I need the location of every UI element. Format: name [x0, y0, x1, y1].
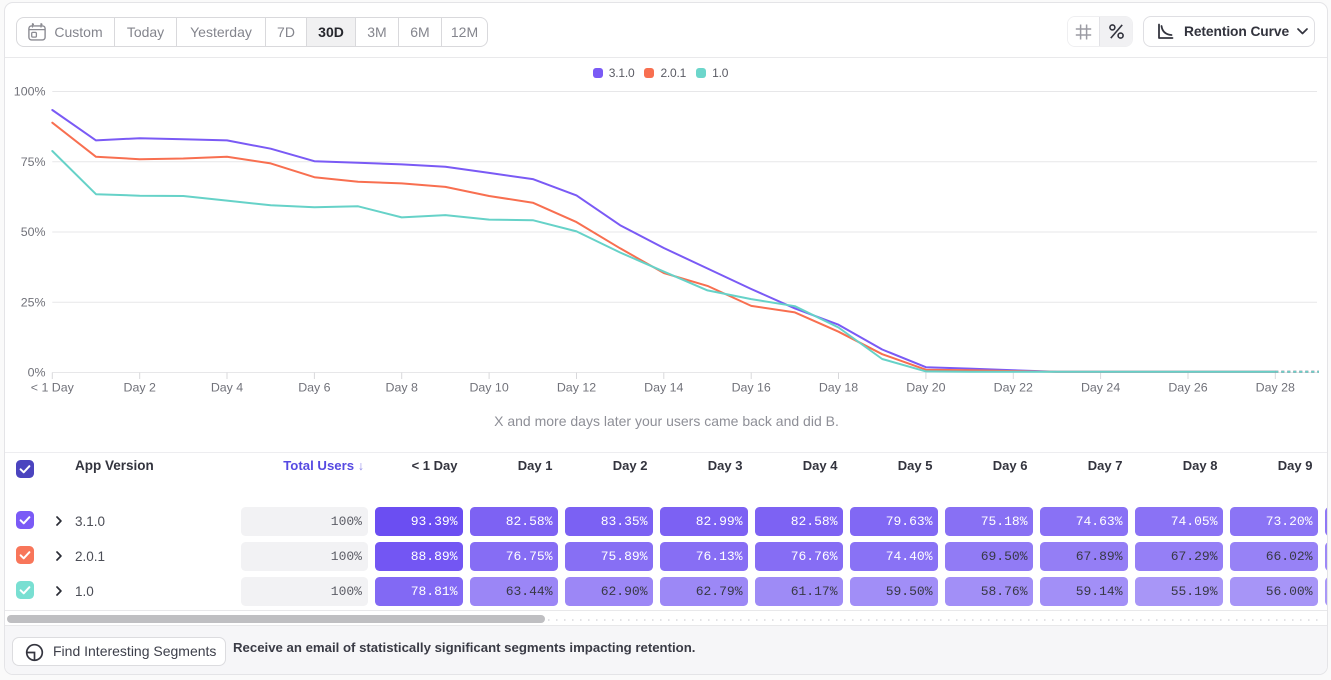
- svg-text:25%: 25%: [21, 295, 46, 309]
- svg-text:Day 2: Day 2: [124, 381, 156, 395]
- svg-text:100%: 100%: [14, 85, 46, 99]
- svg-text:Day 10: Day 10: [469, 381, 508, 395]
- svg-text:0%: 0%: [28, 366, 46, 380]
- svg-text:Day 22: Day 22: [994, 381, 1033, 395]
- svg-text:Day 4: Day 4: [211, 381, 243, 395]
- svg-text:< 1 Day: < 1 Day: [31, 381, 75, 395]
- svg-text:Day 16: Day 16: [732, 381, 771, 395]
- svg-text:Day 6: Day 6: [298, 381, 330, 395]
- svg-text:Day 26: Day 26: [1168, 381, 1207, 395]
- svg-text:50%: 50%: [21, 225, 46, 239]
- svg-text:Day 18: Day 18: [819, 381, 858, 395]
- svg-text:Day 12: Day 12: [557, 381, 596, 395]
- svg-text:Day 20: Day 20: [906, 381, 945, 395]
- svg-text:Day 24: Day 24: [1081, 381, 1120, 395]
- svg-text:Day 14: Day 14: [644, 381, 683, 395]
- svg-text:75%: 75%: [21, 155, 46, 169]
- svg-text:Day 28: Day 28: [1256, 381, 1295, 395]
- svg-text:Day 8: Day 8: [386, 381, 418, 395]
